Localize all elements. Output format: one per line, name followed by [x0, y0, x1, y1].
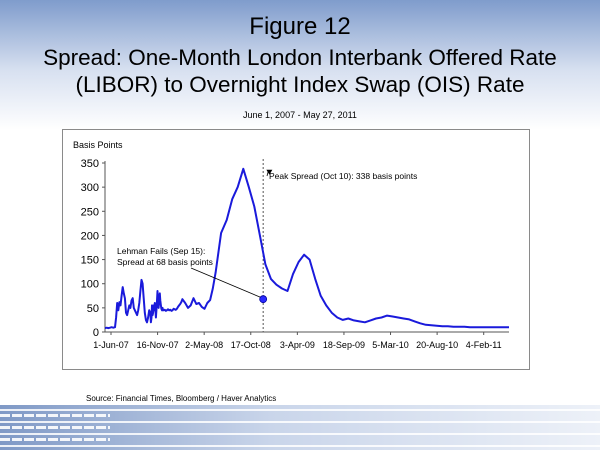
x-tick-label: 3-Apr-09: [280, 340, 315, 350]
x-tick-label: 2-May-08: [185, 340, 223, 350]
series-line-libor-ois: [104, 167, 509, 330]
x-tick-label: 5-Mar-10: [372, 340, 409, 350]
y-tick-label: 50: [87, 303, 99, 315]
footer-band: [0, 438, 110, 441]
x-tick-label: 1-Jun-07: [93, 340, 129, 350]
title-line-1: Spread: One-Month London Interbank Offer…: [43, 45, 557, 70]
footer-band: [0, 426, 110, 429]
lehman-annotation-line1: Lehman Fails (Sep 15):: [117, 246, 205, 256]
title-line-2: (LIBOR) to Overnight Index Swap (OIS) Ra…: [75, 72, 525, 97]
footer-band: [0, 414, 110, 417]
lehman-arrow-line: [190, 267, 261, 298]
y-tick-label: 100: [81, 279, 99, 291]
chart-frame: Basis Points 0 50 100 150 200 250 300 350 1-Jun-0…: [62, 129, 530, 370]
y-tick-label: 0: [93, 327, 99, 339]
x-tick-label: 4-Feb-11: [466, 340, 502, 350]
footer-rule: [0, 445, 600, 447]
lehman-marker: [259, 295, 268, 304]
page-title: Spread: One-Month London Interbank Offer…: [0, 44, 600, 98]
y-tick-label: 150: [81, 255, 99, 267]
source-note: Source: Financial Times, Bloomberg / Hav…: [86, 394, 277, 403]
y-tick-label: 350: [81, 158, 99, 170]
footer-rule: [0, 421, 600, 423]
x-tick-label: 17-Oct-08: [231, 340, 271, 350]
footer-stripes: [0, 405, 600, 450]
peak-annotation-label: Peak Spread (Oct 10): 338 basis points: [269, 171, 417, 181]
y-axis-label: Basis Points: [73, 140, 123, 150]
footer-rule: [0, 409, 600, 411]
y-tick-label: 300: [81, 182, 99, 194]
line-chart: Basis Points 0 50 100 150 200 250 300 350 1-Jun-0…: [73, 140, 509, 350]
lehman-annotation-line2: Spread at 68 basis points: [117, 257, 213, 267]
y-tick-label: 200: [81, 230, 99, 242]
y-tick-label: 250: [81, 206, 99, 218]
figure-label: Figure 12: [249, 13, 351, 40]
footer-rule: [0, 433, 600, 435]
date-range: June 1, 2007 - May 27, 2011: [243, 110, 357, 120]
x-tick-label: 20-Aug-10: [416, 340, 458, 350]
x-tick-label: 16-Nov-07: [137, 340, 179, 350]
peak-arrow-head: [266, 169, 273, 175]
x-tick-label: 18-Sep-09: [323, 340, 365, 350]
